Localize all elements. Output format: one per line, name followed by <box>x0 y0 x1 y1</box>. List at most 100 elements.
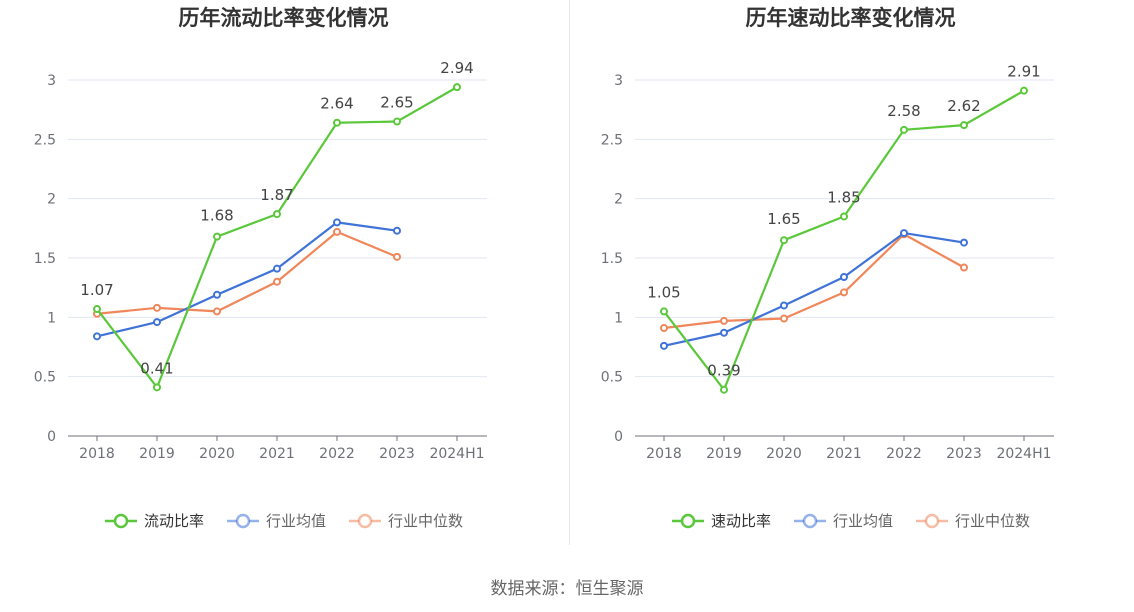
y-tick-label: 1.5 <box>601 251 623 267</box>
data-point <box>153 303 161 312</box>
legend-item[interactable]: 行业均值 <box>793 510 893 531</box>
series-line <box>663 233 965 330</box>
y-tick-label: 2 <box>47 192 56 208</box>
legend-swatch-marker <box>235 513 251 528</box>
data-point <box>273 264 281 273</box>
data-point <box>780 314 788 323</box>
legend-swatch-icon <box>226 513 259 528</box>
y-tick-label: 0.5 <box>601 370 623 386</box>
chart-panel-current-ratio: 历年流动比率变化情况 0 0.5 1 1.5 2 2.5 3 2018 2019 2020 2021… <box>0 0 567 560</box>
legend-label: 行业均值 <box>832 512 893 530</box>
y-tick-label: 3 <box>614 73 623 89</box>
data-label: 2.58 <box>887 102 920 120</box>
legend-swatch-icon <box>349 513 381 528</box>
data-point <box>780 236 788 245</box>
x-tick-label: 2024H1 <box>996 446 1051 462</box>
y-tick-label: 2.5 <box>34 132 56 148</box>
legend-item[interactable]: 行业中位数 <box>348 510 463 531</box>
data-label: 2.65 <box>380 94 413 112</box>
data-point <box>960 121 968 130</box>
data-point <box>720 328 728 337</box>
data-point <box>333 227 341 236</box>
x-tick-label: 2018 <box>79 446 115 462</box>
chart-title: 历年速动比率变化情况 <box>745 6 956 30</box>
legend-item[interactable]: 行业均值 <box>226 510 326 531</box>
data-label: 2.64 <box>320 95 353 113</box>
data-point <box>273 277 281 286</box>
series-line <box>96 230 398 315</box>
data-label: 0.39 <box>707 362 740 380</box>
series-line <box>96 86 458 389</box>
legend-item[interactable]: 流动比率 <box>104 510 204 531</box>
legend-swatch-marker <box>680 513 696 528</box>
x-tick-label: 2022 <box>319 446 355 462</box>
data-point <box>660 307 668 316</box>
data-label: 1.85 <box>827 188 860 206</box>
chart-legend: 速动比率 行业均值 行业中位数 <box>567 510 1134 531</box>
data-point <box>720 316 728 325</box>
legend-swatch-icon <box>104 513 137 528</box>
series-line <box>96 221 398 338</box>
y-tick-label: 1 <box>614 310 623 326</box>
x-tick-label: 2023 <box>946 446 982 462</box>
data-label: 2.62 <box>947 97 980 115</box>
data-point <box>960 263 968 272</box>
legend-swatch-marker <box>802 513 818 528</box>
x-tick-label: 2024H1 <box>429 446 484 462</box>
data-point <box>840 288 848 297</box>
data-label: 0.41 <box>140 359 173 377</box>
data-label: 1.68 <box>200 207 233 225</box>
panel-divider <box>569 0 570 545</box>
legend-item[interactable]: 速动比率 <box>671 510 771 531</box>
data-point <box>213 232 221 241</box>
data-point <box>333 218 341 227</box>
y-tick-label: 0 <box>47 429 56 445</box>
data-point <box>780 301 788 310</box>
data-point <box>660 341 668 350</box>
x-tick-label: 2020 <box>766 446 802 462</box>
legend-swatch-icon <box>671 513 704 528</box>
data-point <box>720 385 728 394</box>
x-tick-label: 2022 <box>886 446 922 462</box>
line-chart-quick-ratio: 0 0.5 1 1.5 2 2.5 3 2018 2019 2020 2021 2022 2023 202… <box>601 63 1054 462</box>
line-chart-current-ratio: 0 0.5 1 1.5 2 2.5 3 2018 2019 2020 2021 2022 2023 202… <box>34 59 487 462</box>
y-tick-label: 2 <box>614 192 623 208</box>
y-tick-label: 1.5 <box>34 251 56 267</box>
data-point <box>393 252 401 261</box>
data-point <box>273 210 281 219</box>
legend-label: 流动比率 <box>143 512 204 530</box>
data-point <box>960 238 968 247</box>
data-label: 2.91 <box>1007 63 1040 81</box>
data-point <box>393 226 401 235</box>
y-tick-label: 3 <box>47 73 56 89</box>
data-point <box>900 229 908 238</box>
x-tick-label: 2020 <box>199 446 235 462</box>
series-line <box>663 89 1025 391</box>
data-point <box>333 118 341 127</box>
x-tick-label: 2023 <box>379 446 415 462</box>
data-point <box>453 83 461 92</box>
chart-legend: 流动比率 行业均值 行业中位数 <box>0 510 567 531</box>
y-tick-label: 0.5 <box>34 370 56 386</box>
data-label: 1.65 <box>767 210 800 228</box>
legend-swatch-icon <box>916 513 948 528</box>
data-point <box>213 290 221 299</box>
y-tick-label: 2.5 <box>601 132 623 148</box>
y-tick-label: 0 <box>614 429 623 445</box>
legend-label: 行业中位数 <box>388 512 464 530</box>
legend-swatch-icon <box>793 513 826 528</box>
chart-title: 历年流动比率变化情况 <box>178 6 389 30</box>
data-point <box>153 318 161 327</box>
data-source-note: 数据来源：恒生聚源 <box>490 579 644 599</box>
x-tick-label: 2021 <box>826 446 862 462</box>
data-label: 1.07 <box>80 281 113 299</box>
legend-item[interactable]: 行业中位数 <box>915 510 1030 531</box>
legend-swatch-marker <box>924 513 940 528</box>
data-point <box>93 332 101 341</box>
data-point <box>1020 86 1028 95</box>
data-label: 2.94 <box>440 59 473 77</box>
legend-label: 速动比率 <box>710 512 771 530</box>
data-point <box>213 307 221 316</box>
data-point <box>153 383 161 392</box>
legend-swatch-marker <box>357 513 373 528</box>
